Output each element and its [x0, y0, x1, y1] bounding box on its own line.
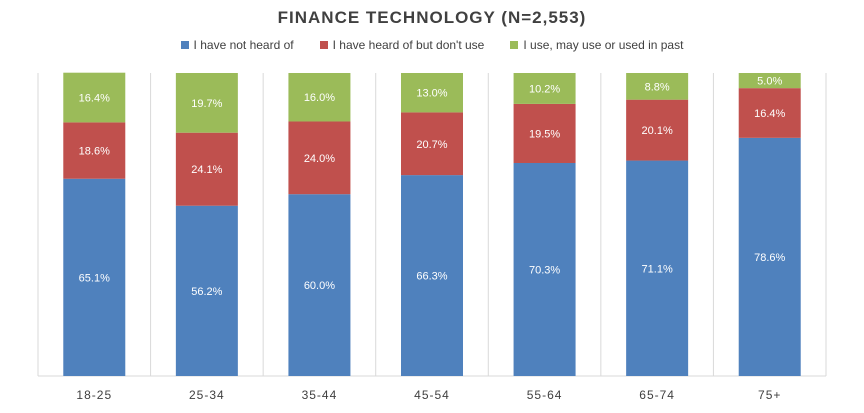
- bar-segment-heard-not-use: [513, 103, 576, 163]
- data-label: 71.1%: [642, 263, 673, 275]
- legend-swatch-use: [510, 41, 519, 49]
- bar-segment-use: [626, 73, 689, 100]
- bar-segment-heard-not-use: [288, 121, 351, 195]
- data-label: 20.7%: [416, 139, 447, 151]
- bar-segment-not-heard: [288, 194, 351, 376]
- legend-item-use: I use, may use or used in past: [510, 38, 683, 52]
- x-tick-label: 75+: [758, 388, 781, 402]
- bar-segment-heard-not-use: [626, 99, 689, 161]
- bar-segment-use: [738, 73, 801, 89]
- data-label: 18.6%: [79, 146, 110, 158]
- bar-segment-not-heard: [63, 178, 126, 376]
- data-label: 10.2%: [529, 83, 560, 95]
- bar-segment-heard-not-use: [738, 88, 801, 138]
- bar-segment-use: [288, 73, 351, 122]
- bar-segment-not-heard: [175, 205, 238, 376]
- bar-segment-use: [401, 73, 463, 113]
- data-label: 24.1%: [191, 164, 222, 176]
- data-label: 5.0%: [757, 76, 782, 88]
- data-label: 19.7%: [191, 98, 222, 110]
- bar-segment-not-heard: [513, 162, 576, 376]
- bar-segment-use: [175, 73, 238, 133]
- bar-segment-not-heard: [738, 137, 801, 376]
- data-label: 66.3%: [416, 271, 447, 283]
- x-tick-label: 25-34: [189, 388, 225, 402]
- data-label: 60.0%: [304, 280, 335, 292]
- data-label: 78.6%: [754, 252, 785, 264]
- legend: I have not heard of I have heard of but …: [0, 38, 864, 52]
- chart-title: FINANCE TECHNOLOGY (N=2,553): [277, 8, 587, 27]
- legend-item-not-heard: I have not heard of: [180, 38, 294, 52]
- x-tick-label: 55-64: [527, 388, 563, 402]
- legend-swatch-heard-not-use: [319, 41, 328, 49]
- x-tick-label: 35-44: [302, 388, 338, 402]
- bar-segment-not-heard: [626, 160, 689, 376]
- legend-item-heard-not-use: I have heard of but don't use: [319, 38, 485, 52]
- x-tick-label: 45-54: [414, 388, 450, 402]
- data-label: 16.4%: [79, 93, 110, 105]
- bar-segment-use: [63, 72, 126, 123]
- data-label: 8.8%: [645, 81, 670, 93]
- bar-segment-heard-not-use: [401, 112, 463, 176]
- data-label: 19.5%: [529, 128, 560, 140]
- legend-label-heard-not-use: I have heard of but don't use: [332, 38, 485, 52]
- data-label: 20.1%: [642, 125, 673, 137]
- data-label: 13.0%: [416, 88, 447, 100]
- bar-segment-heard-not-use: [175, 132, 238, 206]
- x-tick-label: 18-25: [76, 388, 112, 402]
- data-label: 65.1%: [79, 272, 110, 284]
- legend-label-not-heard: I have not heard of: [193, 38, 294, 52]
- bar-segment-heard-not-use: [63, 122, 126, 179]
- data-label: 16.4%: [754, 108, 785, 120]
- legend-label-use: I use, may use or used in past: [523, 38, 684, 52]
- data-label: 56.2%: [191, 286, 222, 298]
- data-label: 24.0%: [304, 153, 335, 165]
- x-tick-label: 65-74: [639, 388, 675, 402]
- data-label: 70.3%: [529, 264, 560, 276]
- legend-swatch-not-heard: [180, 41, 189, 49]
- bar-segment-use: [513, 73, 576, 104]
- bar-segment-not-heard: [401, 175, 463, 376]
- data-label: 16.0%: [304, 92, 335, 104]
